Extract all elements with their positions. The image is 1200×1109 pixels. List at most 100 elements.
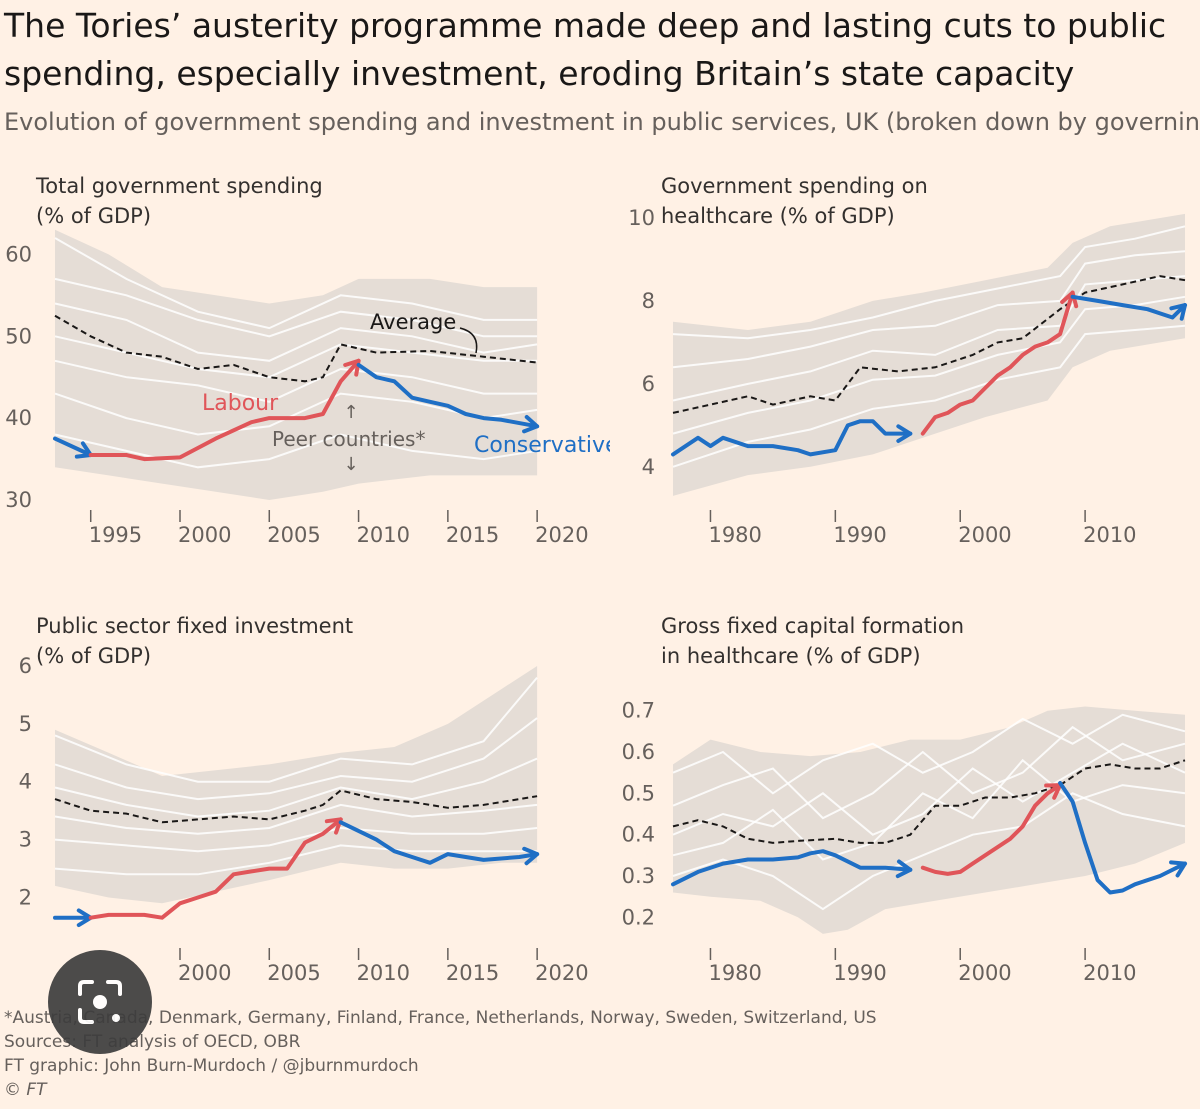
average-line	[672, 759, 1186, 844]
x-tick-label: 2000	[958, 961, 1011, 985]
y-tick-label: 6	[19, 654, 32, 678]
conservative-series-line	[53, 436, 93, 457]
y-tick-label: 10	[628, 206, 655, 230]
annotation-conservative: Conservative	[474, 433, 610, 458]
y-tick-label: 4	[642, 455, 655, 479]
labour-series-line	[88, 358, 361, 462]
peer-country-line	[54, 826, 538, 853]
annotation-average-pointer	[459, 327, 478, 354]
x-tick-label: 2000	[178, 523, 231, 547]
panel-health-capital: Gross fixed capital formation in healthca…	[622, 614, 1187, 985]
x-tick-label: 2005	[267, 961, 320, 985]
chart-title: The Tories’ austerity programme made dee…	[4, 6, 1167, 93]
peer-country-line	[54, 757, 538, 818]
panel-title-line: Gross fixed capital formation	[661, 614, 964, 638]
y-tick-label: 0.5	[622, 781, 655, 805]
conservative-series-line	[671, 419, 913, 457]
peer-country-line	[672, 713, 1186, 795]
conservative-arrowhead	[522, 414, 540, 434]
y-tick-label: 5	[19, 712, 32, 736]
annotation-arrow-up: ↑	[343, 402, 358, 423]
peer-country-line	[672, 225, 1186, 340]
peer-country-line	[54, 717, 538, 801]
peer-country-line	[672, 742, 1186, 836]
x-tick-label: 2010	[1083, 523, 1136, 547]
y-tick-label: 60	[5, 242, 32, 266]
peer-country-line	[54, 676, 538, 783]
x-tick-label: 2020	[535, 961, 588, 985]
y-tick-label: 0.7	[622, 699, 655, 723]
footnote-credit: FT graphic: John Burn-Murdoch / @jburnmu…	[4, 1056, 419, 1076]
annotation-average: Average	[370, 310, 456, 334]
average-line	[54, 789, 538, 824]
conservative-series-line	[1058, 781, 1187, 895]
y-tick-label: 0.6	[622, 740, 655, 764]
panel-title-line: Government spending on	[661, 174, 928, 198]
peer-country-line	[672, 275, 1186, 402]
labour-series-line	[88, 817, 343, 920]
labour-arrowhead	[343, 358, 361, 377]
x-tick-label: 2010	[357, 523, 410, 547]
peer-country-line	[54, 359, 538, 403]
conservative-arrowhead	[522, 846, 540, 866]
panel-health-spending: Government spending on healthcare (% of G…	[628, 174, 1187, 547]
x-tick-label: 1980	[708, 523, 761, 547]
y-tick-label: 50	[5, 324, 32, 348]
x-tick-label: 2020	[535, 523, 588, 547]
conservative-series-line	[356, 362, 540, 429]
y-tick-label: 0.3	[622, 864, 655, 888]
y-tick-label: 3	[19, 828, 32, 852]
conservative-arrowhead	[895, 859, 913, 879]
panel-public-investment: Public sector fixed investment (% of GDP)…	[19, 614, 589, 985]
y-tick-label: 6	[642, 372, 655, 396]
lens-search-button[interactable]	[48, 950, 152, 1054]
footnote-countries: *Austria, Canada, Denmark, Germany, Finl…	[4, 1008, 877, 1028]
x-tick-label: 1990	[833, 523, 886, 547]
panel-title-line: in healthcare (% of GDP)	[661, 644, 921, 668]
conservative-arrowhead	[896, 424, 913, 443]
peer-country-line	[672, 725, 1186, 820]
panel-title-line: (% of GDP)	[36, 644, 151, 668]
x-tick-label: 2000	[178, 961, 231, 985]
y-tick-label: 8	[642, 289, 655, 313]
peer-country-line	[54, 803, 538, 835]
conservative-arrowhead	[1169, 303, 1187, 321]
peer-country-line	[672, 250, 1186, 369]
x-tick-label: 2010	[357, 961, 410, 985]
peer-band	[55, 666, 538, 904]
y-tick-label: 4	[19, 770, 32, 794]
peer-country-line	[672, 324, 1186, 468]
labour-arrowhead	[1060, 290, 1079, 309]
annotation-peer-countries: Peer countries*	[272, 427, 425, 451]
average-line	[54, 314, 538, 383]
x-tick-label: 2005	[267, 523, 320, 547]
labour-arrowhead	[324, 817, 343, 835]
conservative-arrowhead	[1169, 860, 1187, 878]
x-tick-label: 1980	[708, 961, 761, 985]
y-tick-label: 40	[5, 406, 32, 430]
lens-icon	[78, 980, 122, 1024]
peer-country-line	[672, 792, 1186, 911]
conservative-series-line	[671, 849, 913, 887]
annotation-arrow-down: ↓	[343, 454, 358, 475]
panel-title-line: healthcare (% of GDP)	[661, 204, 895, 228]
peer-country-line	[54, 302, 538, 362]
y-tick-label: 2	[19, 885, 32, 909]
panel-title-line: Total government spending	[35, 174, 323, 198]
peer-country-line	[54, 335, 538, 379]
x-tick-label: 2015	[446, 523, 499, 547]
peer-country-line	[672, 295, 1186, 435]
average-line	[672, 275, 1186, 414]
peer-band	[673, 706, 1185, 934]
panel-total-spending: Total government spending (% of GDP) 30 40 5…	[5, 174, 610, 547]
labour-series-line	[920, 290, 1075, 436]
x-tick-label: 1990	[833, 961, 886, 985]
x-tick-label: 1995	[89, 523, 142, 547]
peer-country-line	[54, 433, 538, 469]
peer-country-line	[672, 758, 1186, 861]
labour-series-line	[920, 783, 1063, 876]
x-tick-label: 2000	[958, 523, 1011, 547]
footnote-copyright: © FT	[4, 1080, 47, 1100]
conservative-series-line	[1070, 294, 1187, 320]
chart-subtitle: Evolution of government spending and inv…	[4, 108, 1200, 136]
